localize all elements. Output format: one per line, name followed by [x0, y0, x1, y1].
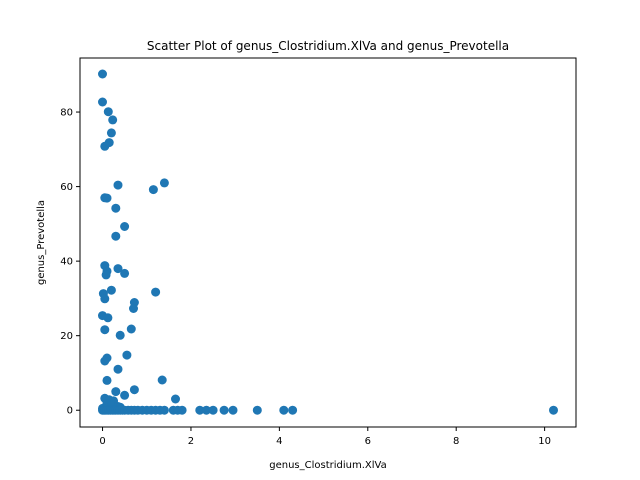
x-tick-label: 4: [276, 436, 282, 447]
data-point-32: [100, 356, 110, 366]
data-point-83: [288, 405, 298, 415]
y-axis: 0 20 40 60 80: [60, 108, 80, 417]
data-point-12: [111, 203, 121, 213]
data-point-21: [151, 287, 161, 297]
y-tick-label: 20: [60, 331, 73, 342]
data-point-23: [100, 294, 110, 304]
data-point-16: [113, 264, 123, 274]
data-point-6: [100, 141, 110, 151]
data-point-36: [157, 375, 167, 385]
x-axis: 0 2 4 6 8 10: [99, 427, 551, 447]
data-point-81: [252, 405, 262, 415]
data-point-0: [98, 69, 107, 79]
data-point-1: [98, 97, 107, 107]
data-point-37: [129, 385, 139, 395]
data-point-72: [159, 405, 169, 415]
data-point-78: [208, 405, 218, 415]
y-axis-label: genus_Prevotella: [36, 200, 47, 285]
data-point-18: [101, 270, 111, 280]
data-point-75: [177, 405, 187, 415]
plot-frame: [79, 57, 577, 428]
data-point-28: [100, 325, 110, 335]
y-tick-label: 60: [60, 182, 73, 193]
data-point-29: [126, 324, 136, 334]
data-point-34: [113, 364, 123, 374]
data-point-27: [103, 313, 113, 323]
x-tick-label: 10: [538, 436, 551, 447]
data-point-33: [122, 350, 132, 360]
x-tick-label: 2: [188, 436, 194, 447]
data-point-77: [201, 405, 211, 415]
data-point-9: [148, 185, 158, 195]
y-tick-label: 0: [67, 406, 73, 417]
data-point-38: [111, 387, 121, 397]
data-point-4: [106, 128, 116, 138]
data-point-25: [129, 304, 138, 313]
data-point-14: [111, 231, 121, 241]
data-point-40: [171, 394, 180, 404]
y-tick-label: 80: [60, 108, 73, 119]
data-point-7: [159, 178, 169, 188]
points-layer: [98, 69, 558, 415]
data-point-80: [228, 405, 238, 415]
data-point-79: [219, 405, 229, 415]
data-point-19: [120, 268, 130, 278]
data-point-2: [103, 107, 113, 117]
y-tick-label: 40: [60, 257, 73, 268]
data-point-20: [106, 285, 116, 295]
x-tick-label: 8: [453, 436, 459, 447]
data-point-11: [102, 193, 112, 203]
data-point-30: [115, 330, 125, 340]
x-tick-label: 6: [365, 436, 371, 447]
data-point-8: [113, 180, 123, 190]
x-tick-label: 0: [99, 436, 105, 447]
x-axis-label: genus_Clostridium.XlVa: [269, 460, 387, 471]
data-point-84: [549, 405, 558, 415]
chart-title: Scatter Plot of genus_Clostridium.XlVa a…: [147, 39, 509, 53]
data-point-82: [279, 405, 289, 415]
data-point-13: [120, 222, 130, 231]
data-point-39: [120, 390, 130, 400]
data-point-76: [195, 405, 205, 415]
data-point-3: [108, 115, 118, 125]
data-point-35: [102, 375, 112, 385]
